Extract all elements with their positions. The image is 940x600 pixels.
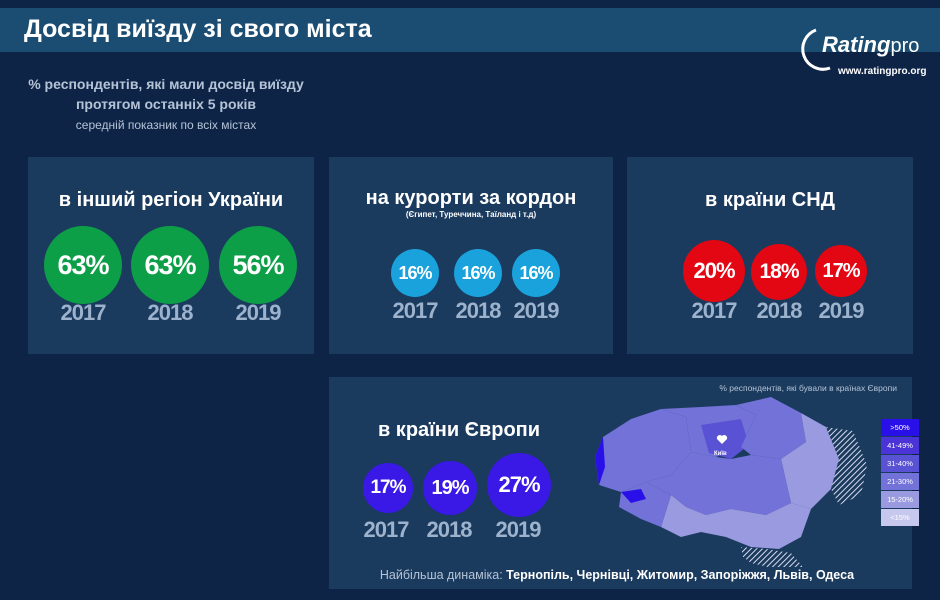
cis-2019-circle: 17% xyxy=(815,245,867,297)
legend-item-50: >50% xyxy=(881,419,919,436)
ukraine-2018-circle: 63% xyxy=(131,226,209,304)
ukraine-2017-circle: 63% xyxy=(44,226,122,304)
map-capital-label: Київ xyxy=(714,451,727,457)
map-legend: >50% 41-49% 31-40% 21-30% 15-20% <15% xyxy=(881,419,919,527)
legend-item-15-20: 15-20% xyxy=(881,491,919,508)
panel-europe-title: в країни Європи xyxy=(377,419,541,441)
title-bar xyxy=(0,8,940,52)
map-region-donbas xyxy=(826,427,867,505)
legend-item-41-49: 41-49% xyxy=(881,437,919,454)
map-region-chernivtsi xyxy=(621,489,646,503)
map-region-south xyxy=(661,495,811,549)
panel-cis: в країни СНД 20% 18% 17% 2017 2018 2019 xyxy=(627,157,913,354)
map-caption: % респондентів, які бували в країнах Євр… xyxy=(719,383,897,393)
legend-item-under-15: <15% xyxy=(881,509,919,526)
europe-2017-year: 2017 xyxy=(363,517,410,542)
ukraine-map-svg: Київ xyxy=(595,397,867,569)
ukraine-map: Київ xyxy=(591,397,881,572)
ratingpro-logo[interactable]: Ratingpro www.ratingpro.org xyxy=(790,26,935,84)
panel-ukraine: в інший регіон України 63% 63% 56% 2017 … xyxy=(28,157,314,354)
panel-resorts: на курорти за кордон (Єгипет, Туреччина,… xyxy=(329,157,613,354)
map-region-zakarpattia xyxy=(595,437,605,485)
logo-arc-icon xyxy=(801,28,831,71)
cis-2018-year: 2018 xyxy=(756,298,803,323)
map-region-east xyxy=(781,413,839,509)
resorts-2019-circle: 16% xyxy=(512,249,560,297)
panel-europe: в країни Європи 17% 19% 27% 2017 2018 20… xyxy=(329,377,919,589)
cis-2019-year: 2019 xyxy=(818,298,865,323)
resorts-2018-circle: 16% xyxy=(454,249,502,297)
page-title: Досвід виїзду зі свого міста xyxy=(24,15,372,43)
europe-2019-circle: 27% xyxy=(487,453,551,517)
resorts-2018-year: 2018 xyxy=(455,298,502,323)
intro-line-2: протягом останніх 5 років xyxy=(75,96,257,112)
ukraine-2017-year: 2017 xyxy=(60,300,107,325)
ukraine-2019-year: 2019 xyxy=(235,300,282,325)
legend-item-21-30: 21-30% xyxy=(881,473,919,490)
cis-2017-year: 2017 xyxy=(691,298,738,323)
map-region-northeast xyxy=(736,397,806,459)
dynamics-text: Найбільша динаміка: Тернопіль, Чернівці,… xyxy=(337,568,897,582)
panel-cis-title: в країни СНД xyxy=(705,189,835,211)
map-region-crimea xyxy=(741,547,803,569)
logo-url[interactable]: www.ratingpro.org xyxy=(838,66,927,77)
cis-2018-circle: 18% xyxy=(751,244,807,300)
map-region-west xyxy=(595,409,691,492)
logo-wordmark: Ratingpro xyxy=(822,32,920,57)
ukraine-2019-circle: 56% xyxy=(219,226,297,304)
europe-2018-year: 2018 xyxy=(426,517,473,542)
panel-resorts-title: на курорти за кордон xyxy=(365,187,577,209)
resorts-2017-circle: 16% xyxy=(391,249,439,297)
resorts-2019-year: 2019 xyxy=(513,298,560,323)
resorts-2017-year: 2017 xyxy=(392,298,439,323)
intro-line-1: % респондентів, які мали досвід виїзду xyxy=(28,76,304,92)
legend-item-31-40: 31-40% xyxy=(881,455,919,472)
europe-2019-year: 2019 xyxy=(495,517,542,542)
dynamics-cities: Тернопіль, Чернівці, Житомир, Запоріжжя,… xyxy=(506,568,855,582)
map-region-center xyxy=(646,452,791,515)
dynamics-label: Найбільша динаміка: xyxy=(379,568,503,582)
intro-line-3: середній показник по всіх містах xyxy=(75,118,257,132)
intro-text: % респондентів, які мали досвід виїзду п… xyxy=(16,74,316,136)
panel-ukraine-title: в інший регіон України xyxy=(58,189,284,211)
europe-2018-circle: 19% xyxy=(423,461,477,515)
map-capital-heart-icon xyxy=(716,435,728,444)
cis-2017-circle: 20% xyxy=(683,240,745,302)
ukraine-2018-year: 2018 xyxy=(147,300,194,325)
panel-resorts-subtitle: (Єгипет, Туреччина, Таїланд і т.д) xyxy=(405,210,537,219)
europe-2017-circle: 17% xyxy=(363,463,413,513)
